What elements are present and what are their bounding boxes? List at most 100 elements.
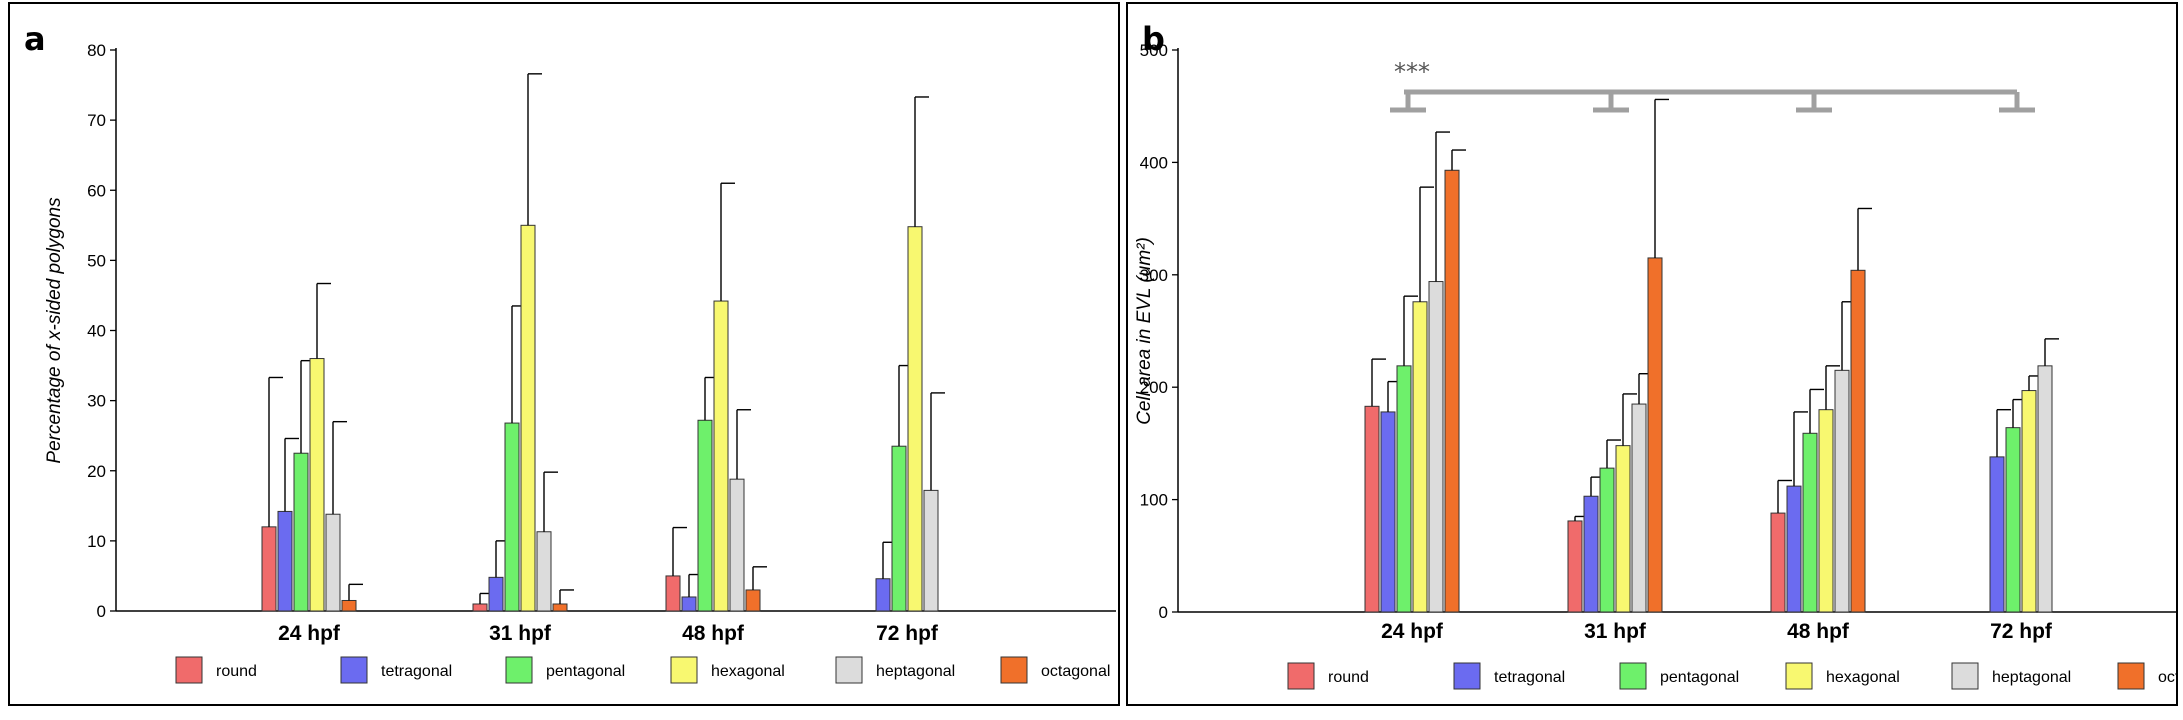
legend-label-round: round <box>216 663 257 680</box>
category-label: 48 hpf <box>1787 620 1850 643</box>
legend-swatch-octagonal <box>2117 662 2145 690</box>
category-label: 72 hpf <box>1990 620 2053 643</box>
bar-round-1 <box>472 603 488 612</box>
category-label: 24 hpf <box>1381 620 1444 643</box>
legend-label-heptagonal: heptagonal <box>1992 669 2071 686</box>
bar-heptagonal-3 <box>923 489 939 612</box>
legend-swatch-tetragonal <box>340 656 368 684</box>
bar-tetragonal-3 <box>875 578 891 612</box>
category-label: 72 hpf <box>876 622 939 645</box>
bar-heptagonal-1 <box>536 531 552 612</box>
legend-swatch-heptagonal <box>835 656 863 684</box>
chart-panel-b: b 0 100 200 300 400 500 Cell area in EVL (um²)… <box>1126 2 2178 706</box>
y-tick-label: 70 <box>87 111 106 130</box>
bar-octagonal-0 <box>1444 169 1460 613</box>
bar-pentagonal-2 <box>697 419 713 612</box>
y-tick-label: 400 <box>1140 153 1168 172</box>
bar-hexagonal-2 <box>1818 409 1834 613</box>
legend-label-round: round <box>1328 669 1369 686</box>
y-axis-title: Cell area in EVL (um²) <box>1134 237 1155 425</box>
bar-hexagonal-2 <box>713 300 729 612</box>
legend-swatch-heptagonal <box>1951 662 1979 690</box>
legend-swatch-hexagonal <box>1785 662 1813 690</box>
category-label: 48 hpf <box>682 622 745 645</box>
legend-label-pentagonal: pentagonal <box>1660 669 1739 686</box>
y-tick-label: 30 <box>87 392 106 411</box>
legend-swatch-pentagonal <box>1619 662 1647 690</box>
y-tick-label: 0 <box>1159 603 1168 622</box>
bar-heptagonal-0 <box>325 513 341 612</box>
bar-tetragonal-2 <box>1786 485 1802 613</box>
y-tick-label: 40 <box>87 322 106 341</box>
bar-tetragonal-3 <box>1989 456 2005 613</box>
y-tick-label: 10 <box>87 532 106 551</box>
y-tick-label: 80 <box>87 41 106 60</box>
bar-octagonal-2 <box>1850 269 1866 613</box>
bar-round-0 <box>261 526 277 612</box>
bar-heptagonal-3 <box>2037 365 2053 613</box>
bar-heptagonal-2 <box>1834 369 1850 613</box>
bar-hexagonal-1 <box>520 224 536 612</box>
chart-panel-a: a 0 10 20 30 40 50 60 70 80 Percentage of x-sided… <box>8 2 1120 706</box>
legend-label-hexagonal: hexagonal <box>1826 669 1900 686</box>
bar-round-1 <box>1567 520 1583 613</box>
bar-heptagonal-0 <box>1428 281 1444 613</box>
bar-octagonal-0 <box>341 599 357 612</box>
legend-swatch-hexagonal <box>670 656 698 684</box>
y-tick-label: 60 <box>87 181 106 200</box>
legend-label-tetragonal: tetragonal <box>381 663 452 680</box>
y-tick-label: 300 <box>1140 266 1168 285</box>
legend-swatch-round <box>1287 662 1315 690</box>
category-label: 24 hpf <box>278 622 341 645</box>
bar-hexagonal-3 <box>2021 390 2037 613</box>
panel-label-b: b <box>1142 20 1165 58</box>
legend-swatch-octagonal <box>1000 656 1028 684</box>
bar-pentagonal-1 <box>504 422 520 612</box>
bar-hexagonal-1 <box>1615 445 1631 613</box>
bar-heptagonal-2 <box>729 478 745 612</box>
bar-hexagonal-0 <box>309 358 325 612</box>
bar-octagonal-2 <box>745 589 761 612</box>
legend-swatch-pentagonal <box>505 656 533 684</box>
bar-octagonal-1 <box>1647 257 1663 613</box>
legend-label-octagonal: octagonal <box>1041 663 1110 680</box>
bar-hexagonal-0 <box>1412 301 1428 613</box>
bar-chart-a: 0 10 20 30 40 50 60 70 80 Percentage of x-sided p… <box>44 41 1116 684</box>
bar-pentagonal-3 <box>2005 427 2021 613</box>
bar-heptagonal-1 <box>1631 403 1647 613</box>
bar-chart-b: 0 100 200 300 400 500 Cell area in EVL (um²) 24… <box>1134 41 2176 690</box>
bar-pentagonal-2 <box>1802 432 1818 613</box>
y-tick-label: 50 <box>87 251 106 270</box>
category-label: 31 hpf <box>1584 620 1647 643</box>
legend-label-pentagonal: pentagonal <box>546 663 625 680</box>
bar-pentagonal-3 <box>891 445 907 612</box>
legend-label-hexagonal: hexagonal <box>711 663 785 680</box>
legend-label-tetragonal: tetragonal <box>1494 669 1565 686</box>
y-tick-label: 20 <box>87 462 106 481</box>
legend-label-octagonal: octagonal <box>2158 669 2176 686</box>
bar-tetragonal-1 <box>1583 495 1599 613</box>
bar-hexagonal-3 <box>907 226 923 612</box>
bar-tetragonal-2 <box>681 596 697 612</box>
legend-swatch-tetragonal <box>1453 662 1481 690</box>
bar-round-2 <box>665 575 681 612</box>
bar-round-0 <box>1364 405 1380 613</box>
legend-swatch-round <box>175 656 203 684</box>
bar-pentagonal-0 <box>1396 365 1412 613</box>
bar-octagonal-1 <box>552 603 568 612</box>
bar-pentagonal-0 <box>293 452 309 612</box>
y-tick-label: 500 <box>1140 41 1168 60</box>
y-tick-label: 0 <box>97 602 106 621</box>
bar-pentagonal-1 <box>1599 467 1615 613</box>
panel-label-a: a <box>24 20 46 58</box>
y-tick-label: 200 <box>1140 378 1168 397</box>
significance-label: *** <box>1394 58 1430 86</box>
bar-round-2 <box>1770 512 1786 613</box>
y-tick-label: 100 <box>1140 491 1168 510</box>
bar-tetragonal-0 <box>1380 411 1396 613</box>
bar-tetragonal-1 <box>488 576 504 612</box>
bar-tetragonal-0 <box>277 510 293 612</box>
y-axis-title: Percentage of x-sided polygons <box>44 197 65 464</box>
legend-label-heptagonal: heptagonal <box>876 663 955 680</box>
category-label: 31 hpf <box>489 622 552 645</box>
